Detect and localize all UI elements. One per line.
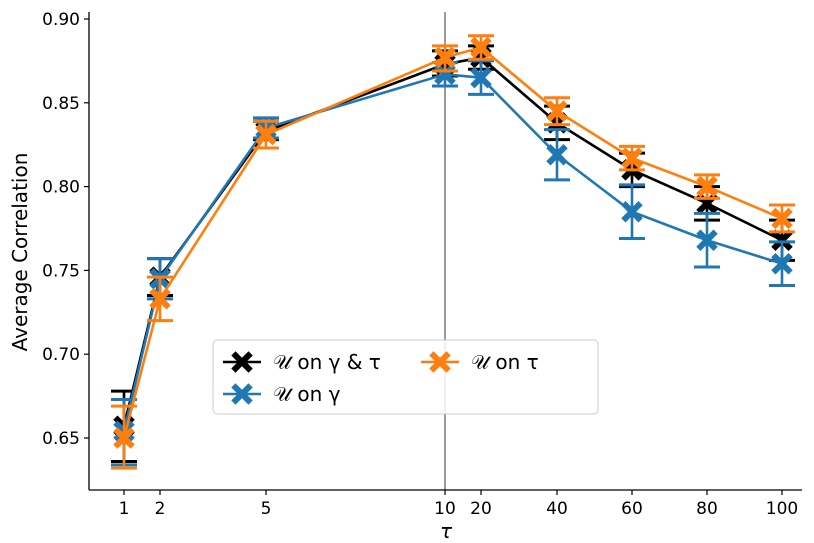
legend-entry: 𝒰 on γ & τ <box>223 350 381 374</box>
x-axis-label: τ <box>440 519 453 543</box>
y-tick-label: 0.90 <box>42 10 80 30</box>
legend-swatch-marker <box>429 351 451 373</box>
axes: 0.65 0.70 0.75 0.80 0.85 0.90 1 2 5 10 20 40 60 80 100 <box>42 10 802 519</box>
x-tick-label: 20 <box>470 499 492 519</box>
data-point <box>621 147 643 169</box>
legend: 𝒰 on γ & τ 𝒰 on τ 𝒰 on γ <box>212 339 599 415</box>
x-tick-label: 1 <box>119 499 130 519</box>
data-point <box>255 123 277 146</box>
marker-stroke <box>771 207 793 230</box>
plot-area <box>111 12 795 490</box>
marker-stroke <box>696 229 718 251</box>
x-tick-label: 80 <box>696 499 718 519</box>
data-point <box>546 100 568 122</box>
series-2 <box>111 34 795 470</box>
marker-stroke <box>231 383 253 405</box>
marker-stroke <box>546 144 568 166</box>
x-tick-label: 10 <box>434 499 456 519</box>
x-tick-label: 60 <box>621 499 643 519</box>
data-point <box>470 66 492 89</box>
marker-stroke <box>429 351 451 373</box>
data-point <box>696 229 718 251</box>
legend-entry: 𝒰 on γ <box>223 382 341 406</box>
data-point <box>696 175 718 198</box>
data-point <box>434 46 456 69</box>
legend-entry: 𝒰 on τ <box>421 350 539 374</box>
legend-box <box>212 339 599 415</box>
data-point <box>470 36 492 59</box>
marker-stroke <box>255 123 277 146</box>
x-tick-label: 100 <box>766 499 798 519</box>
legend-swatch-marker <box>231 383 253 405</box>
y-tick-label: 0.70 <box>42 345 80 365</box>
marker-stroke <box>696 175 718 198</box>
x-tick-label: 40 <box>546 499 568 519</box>
legend-swatch-marker <box>231 351 253 373</box>
data-point <box>771 252 793 275</box>
y-tick-label: 0.80 <box>42 178 80 198</box>
marker-stroke <box>546 100 568 122</box>
data-point <box>621 200 643 223</box>
data-point <box>113 427 135 449</box>
y-tick-label: 0.85 <box>42 94 80 114</box>
y-tick-label: 0.75 <box>42 261 80 281</box>
marker-stroke <box>434 46 456 69</box>
marker-stroke <box>771 229 793 251</box>
marker-stroke <box>771 252 793 275</box>
marker-stroke <box>149 288 171 310</box>
data-point <box>149 288 171 310</box>
legend-label: 𝒰 on τ <box>471 350 539 374</box>
legend-label: 𝒰 on γ <box>273 382 341 406</box>
marker-stroke <box>470 66 492 89</box>
x-tick-label: 5 <box>261 499 272 519</box>
data-point <box>771 229 793 251</box>
marker-stroke <box>470 36 492 59</box>
x-tick-label: 2 <box>155 499 166 519</box>
legend-label: 𝒰 on γ & τ <box>273 350 381 374</box>
y-tick-label: 0.65 <box>42 429 80 449</box>
y-axis-label: Average Correlation <box>8 153 32 352</box>
marker-stroke <box>231 351 253 373</box>
marker-stroke <box>621 200 643 223</box>
data-point <box>771 207 793 230</box>
marker-stroke <box>621 147 643 169</box>
marker-stroke <box>113 427 135 449</box>
data-point <box>546 144 568 166</box>
